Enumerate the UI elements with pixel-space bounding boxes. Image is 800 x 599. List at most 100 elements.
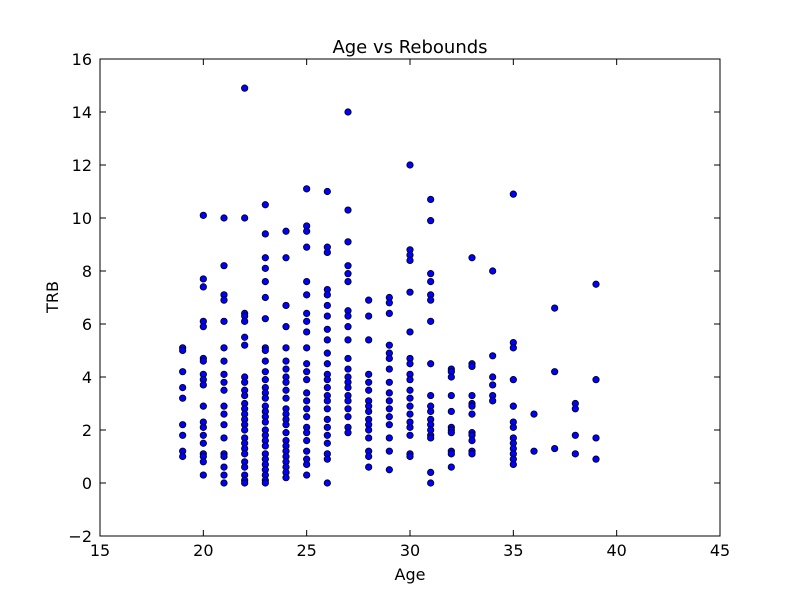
x-tick-label: 25 <box>296 541 316 560</box>
data-point <box>406 431 414 439</box>
data-point <box>179 421 187 429</box>
data-point <box>592 280 600 288</box>
data-point <box>282 301 290 310</box>
data-point <box>261 479 269 487</box>
data-point <box>468 436 476 445</box>
data-point <box>406 394 414 402</box>
data-point <box>365 463 373 471</box>
data-point <box>303 277 311 286</box>
data-point <box>199 423 207 431</box>
data-point <box>427 270 435 278</box>
data-point <box>365 370 373 378</box>
data-point <box>385 405 393 413</box>
data-point <box>468 410 476 418</box>
data-point <box>489 381 497 389</box>
data-point <box>241 463 249 471</box>
data-point <box>282 429 290 437</box>
data-point <box>365 452 373 461</box>
data-point <box>406 410 414 418</box>
data-point <box>406 360 414 368</box>
data-point <box>261 230 269 238</box>
data-point <box>282 394 290 402</box>
y-axis-label: TRB <box>43 281 62 314</box>
data-point <box>344 413 352 421</box>
data-point <box>241 378 249 386</box>
data-point <box>406 376 414 384</box>
data-point <box>179 394 187 402</box>
data-point <box>220 402 228 410</box>
y-tick-label: 6 <box>82 315 92 334</box>
data-point <box>282 323 290 331</box>
data-point <box>220 378 228 386</box>
data-point <box>303 397 311 405</box>
data-point <box>323 301 331 310</box>
data-point <box>282 357 290 365</box>
data-point <box>261 293 269 302</box>
data-point <box>427 479 435 487</box>
data-point <box>468 450 476 458</box>
data-point <box>179 431 187 439</box>
data-point <box>220 452 228 461</box>
data-point <box>323 376 331 384</box>
data-point <box>220 471 228 479</box>
data-point <box>489 373 497 381</box>
data-point <box>406 423 414 431</box>
data-point <box>447 463 455 471</box>
data-point <box>199 458 207 466</box>
data-point <box>385 354 393 363</box>
data-point <box>241 479 249 487</box>
data-point <box>303 413 311 421</box>
data-point <box>365 407 373 416</box>
data-point <box>427 434 435 442</box>
x-tick-label: 40 <box>606 541 626 560</box>
data-point <box>344 323 352 331</box>
data-point <box>323 349 331 357</box>
data-point <box>261 201 269 209</box>
data-point <box>241 391 249 400</box>
data-point <box>551 304 559 312</box>
data-point <box>468 391 476 400</box>
data-point <box>303 429 311 437</box>
y-tick-label: 8 <box>82 262 92 281</box>
data-point <box>509 402 517 410</box>
data-point <box>199 402 207 410</box>
data-point <box>509 190 517 198</box>
x-tick-label: 15 <box>90 541 110 560</box>
data-point <box>303 243 311 251</box>
data-point <box>282 474 290 482</box>
data-point <box>344 238 352 246</box>
data-point <box>303 376 311 384</box>
data-point <box>303 344 311 352</box>
data-point <box>509 376 517 384</box>
data-point <box>220 370 228 378</box>
data-point <box>199 431 207 439</box>
data-point <box>199 323 207 331</box>
data-point <box>344 383 352 392</box>
data-point <box>303 389 311 397</box>
data-point <box>199 471 207 479</box>
data-point <box>179 346 187 355</box>
data-point <box>406 452 414 461</box>
data-point <box>385 466 393 474</box>
x-axis-label: Age <box>395 565 426 584</box>
data-point <box>220 317 228 325</box>
data-point <box>220 421 228 429</box>
data-point <box>179 452 187 461</box>
data-point <box>365 296 373 304</box>
data-point <box>427 407 435 416</box>
data-point <box>241 317 249 325</box>
data-point <box>199 357 207 365</box>
data-point <box>261 315 269 323</box>
data-point <box>241 333 249 341</box>
y-tick-label: 0 <box>82 474 92 493</box>
data-point <box>303 368 311 376</box>
data-point <box>385 447 393 455</box>
data-point <box>220 214 228 222</box>
data-point <box>303 227 311 235</box>
data-point <box>406 256 414 264</box>
chart-title: Age vs Rebounds <box>332 37 487 58</box>
data-point <box>261 264 269 272</box>
data-point <box>323 397 331 405</box>
data-point <box>365 312 373 320</box>
data-point <box>179 368 187 376</box>
